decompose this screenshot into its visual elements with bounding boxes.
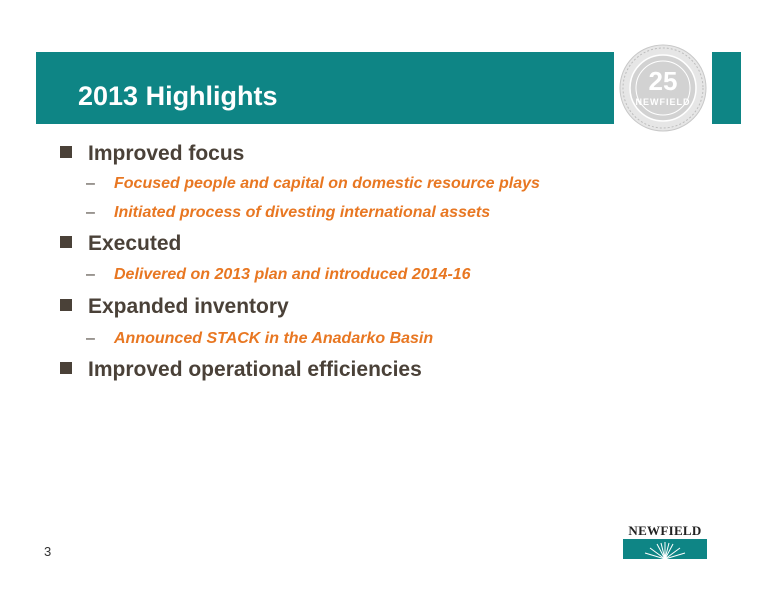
sunburst-icon xyxy=(644,542,686,559)
sub-bullet-text: Announced STACK in the Anadarko Basin xyxy=(114,330,434,347)
dash-marker: – xyxy=(86,266,95,283)
bullet-item: Improved focus xyxy=(60,141,244,167)
sub-bullet-text: Delivered on 2013 plan and introduced 20… xyxy=(114,266,471,283)
bullet-square-icon xyxy=(60,146,72,158)
sub-bullet-text: Focused people and capital on domestic r… xyxy=(114,175,540,192)
seal-name: NEWFIELD xyxy=(636,97,691,107)
title-bar xyxy=(36,52,614,124)
bullet-item: Executed xyxy=(60,231,181,257)
title-bar-accent xyxy=(712,52,741,124)
logo-band xyxy=(623,539,707,559)
anniversary-seal-icon: 25 NEWFIELD xyxy=(619,44,707,132)
dash-marker: – xyxy=(86,175,95,192)
bullet-square-icon xyxy=(60,362,72,374)
company-logo: NEWFIELD xyxy=(623,523,707,559)
page-number: 3 xyxy=(44,544,52,559)
bullet-text: Expanded inventory xyxy=(88,295,289,318)
bullet-item: Expanded inventory xyxy=(60,294,289,320)
bullet-text: Improved operational efficiencies xyxy=(88,358,422,381)
dash-marker: – xyxy=(86,330,95,347)
bullet-text: Improved focus xyxy=(88,142,245,165)
seal-number: 25 xyxy=(649,66,678,96)
sub-bullet-item: – Focused people and capital on domestic … xyxy=(86,173,540,195)
sub-bullet-text: Initiated process of divesting internati… xyxy=(114,204,491,221)
slide-title: 2013 Highlights xyxy=(78,81,278,111)
sub-bullet-item: – Announced STACK in the Anadarko Basin xyxy=(86,328,433,350)
bullet-square-icon xyxy=(60,299,72,311)
bullet-item: Improved operational efficiencies xyxy=(60,357,422,383)
dash-marker: – xyxy=(86,204,95,221)
bullet-square-icon xyxy=(60,236,72,248)
sub-bullet-item: – Initiated process of divesting internat… xyxy=(86,202,490,224)
bullet-text: Executed xyxy=(88,232,182,255)
sub-bullet-item: – Delivered on 2013 plan and introduced 2… xyxy=(86,264,471,286)
logo-wordmark: NEWFIELD xyxy=(628,523,702,538)
